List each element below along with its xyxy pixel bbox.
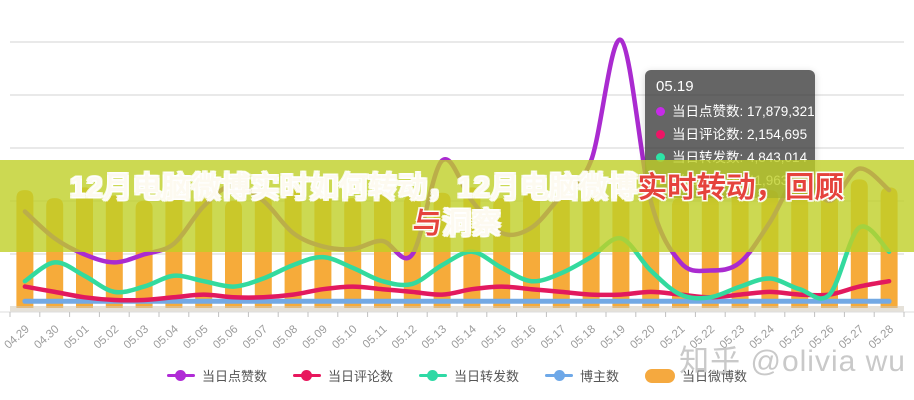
tooltip-date: 05.19	[656, 78, 694, 95]
svg-text:05.12: 05.12	[390, 323, 419, 351]
legend-item-likes[interactable]: 当日点赞数	[166, 366, 267, 385]
page-title: 12月电脑微博实时如何转动，12月电脑微博实时转动，回顾与洞察	[62, 170, 852, 242]
line-swatch-icon	[292, 370, 321, 381]
legend-label: 当日评论数	[327, 369, 393, 384]
svg-text:05.10: 05.10	[330, 323, 359, 351]
svg-text:05.18: 05.18	[569, 323, 598, 351]
legend-item-bloggers[interactable]: 博主数	[545, 366, 619, 385]
svg-text:05.19: 05.19	[598, 323, 627, 351]
line-swatch-icon	[166, 370, 195, 381]
tooltip-row: 当日点赞数17,879,321	[656, 100, 815, 123]
tooltip-row: 当日评论数2,154,695	[656, 123, 808, 146]
svg-text:05.14: 05.14	[449, 323, 479, 352]
svg-text:05.16: 05.16	[509, 323, 538, 351]
watermark: 知乎 @olivia wu	[679, 345, 906, 378]
svg-text:05.20: 05.20	[628, 323, 657, 351]
svg-text:05.04: 05.04	[151, 323, 181, 352]
legend: 当日点赞数 当日评论数 当日转发数 博主数 当日微博数	[0, 366, 914, 385]
legend-label: 当日转发数	[453, 369, 519, 384]
tooltip-label: 当日评论数	[672, 127, 747, 142]
series-dot-icon	[656, 130, 665, 139]
legend-label: 博主数	[580, 369, 620, 384]
svg-text:05.15: 05.15	[479, 323, 508, 351]
title-segment: 12月电脑微博实时如何转动，12月电脑微博	[69, 172, 638, 204]
svg-text:05.09: 05.09	[300, 323, 329, 351]
title-overlay-band: 12月电脑微博实时如何转动，12月电脑微博实时转动，回顾与洞察	[0, 160, 914, 252]
legend-item-reposts[interactable]: 当日转发数	[418, 366, 519, 385]
svg-text:05.07: 05.07	[241, 323, 270, 351]
legend-label: 当日点赞数	[201, 369, 267, 384]
tooltip-value: 17,879,321	[747, 104, 815, 119]
svg-text:05.08: 05.08	[271, 323, 300, 351]
svg-text:05.03: 05.03	[122, 323, 151, 351]
legend-label: 当日微博数	[682, 369, 748, 384]
line-swatch-icon	[545, 370, 573, 381]
svg-text:04.30: 04.30	[32, 323, 61, 351]
series-dot-icon	[656, 153, 665, 162]
svg-text:04.29: 04.29	[2, 323, 31, 351]
svg-text:05.17: 05.17	[539, 323, 568, 351]
series-dot-icon	[656, 107, 665, 116]
svg-text:05.05: 05.05	[181, 323, 210, 351]
svg-text:05.06: 05.06	[211, 323, 240, 351]
title-segment-highlight: 实时转动，回顾与	[412, 172, 845, 240]
title-segment: 洞察	[442, 208, 502, 240]
bar-swatch-icon	[645, 368, 676, 383]
tooltip-value: 2,154,695	[747, 127, 808, 142]
svg-text:05.02: 05.02	[92, 323, 121, 351]
legend-item-comments[interactable]: 当日评论数	[292, 366, 393, 385]
tooltip-label: 当日点赞数	[672, 104, 747, 119]
svg-text:05.01: 05.01	[62, 323, 91, 351]
legend-item-posts[interactable]: 当日微博数	[645, 366, 747, 385]
svg-text:05.13: 05.13	[420, 323, 449, 351]
line-swatch-icon	[418, 370, 447, 381]
svg-text:05.11: 05.11	[361, 323, 390, 351]
